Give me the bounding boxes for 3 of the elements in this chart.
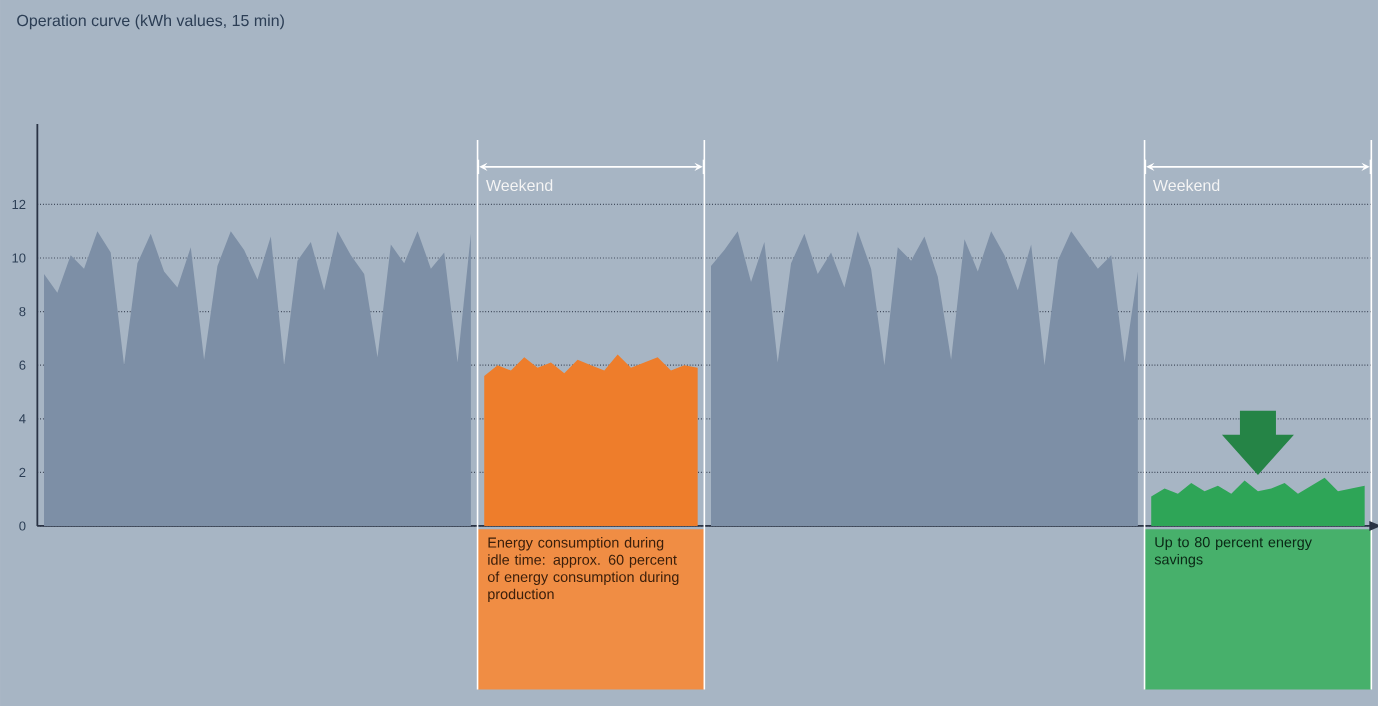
annotation: Weekend [1153, 179, 1220, 192]
chart-title: Operation curve (kWh values, 15 min) [17, 14, 284, 30]
annotation: Weekend [486, 179, 553, 192]
